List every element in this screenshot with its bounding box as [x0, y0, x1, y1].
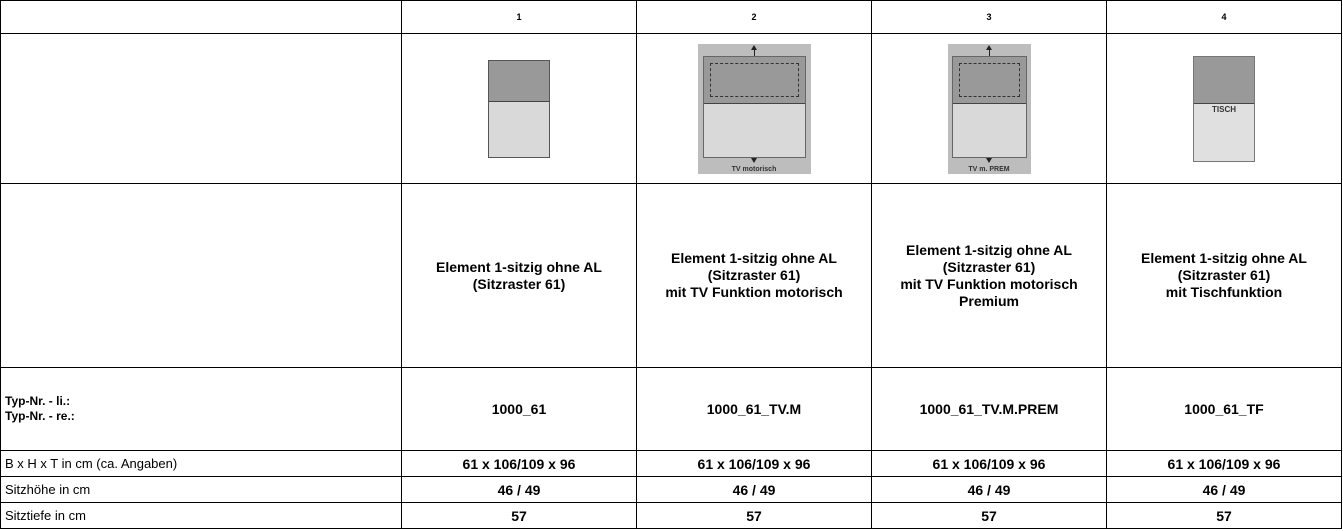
product-name-line: mit TV Funktion motorisch	[665, 284, 843, 300]
seat-height-value: 46 / 49	[636, 476, 872, 503]
type-number-left-label: Typ-Nr. - li.:	[5, 394, 71, 408]
product-name-line: (Sitzraster 61)	[942, 258, 1036, 275]
seat-height-row: Sitzhöhe in cm 46 / 49 46 / 49 46 / 49 4…	[0, 476, 1342, 503]
sofa-element-tv-motor-icon: TV motorisch	[697, 43, 811, 174]
name-label-empty-cell	[0, 183, 402, 368]
product-name-line: Element 1-sitzig ohne AL	[671, 250, 837, 266]
column-number: 4	[1106, 0, 1342, 34]
seat-height-value: 46 / 49	[1106, 476, 1342, 503]
product-name-line: Element 1-sitzig ohne AL	[906, 241, 1072, 258]
seat-depth-value: 57	[1106, 502, 1342, 529]
type-number-value: 1000_61_TF	[1106, 367, 1342, 451]
dimensions-value: 61 x 106/109 x 96	[636, 450, 872, 477]
column-number: 1	[401, 0, 637, 34]
product-name-line: (Sitzraster 61)	[707, 267, 801, 283]
type-number-right-label: Typ-Nr. - re.:	[5, 409, 75, 423]
type-number-label: Typ-Nr. - li.: Typ-Nr. - re.:	[0, 367, 402, 451]
type-number-value: 1000_61_TV.M.PREM	[871, 367, 1107, 451]
image-cell: TV motorisch	[636, 33, 872, 184]
seat-depth-label: Sitztiefe in cm	[0, 502, 402, 529]
dimensions-label: B x H x T in cm (ca. Angaben)	[0, 450, 402, 477]
product-name-line: Element 1-sitzig ohne AL	[436, 258, 602, 275]
product-name-cell: Element 1-sitzig ohne AL (Sitzraster 61)	[401, 183, 637, 368]
dimensions-value: 61 x 106/109 x 96	[871, 450, 1107, 477]
type-number-value: 1000_61	[401, 367, 637, 451]
image-cell: TV m. PREM	[871, 33, 1107, 184]
sofa-element-tv-premium-icon: TV m. PREM	[947, 43, 1031, 174]
product-name-cell: Element 1-sitzig ohne AL (Sitzraster 61)…	[636, 183, 872, 368]
image-cell: TISCH	[1106, 33, 1342, 184]
seat-depth-value: 57	[401, 502, 637, 529]
dimensions-value: 61 x 106/109 x 96	[401, 450, 637, 477]
image-label: TISCH	[1212, 104, 1236, 114]
seat-height-value: 46 / 49	[401, 476, 637, 503]
product-name-row: Element 1-sitzig ohne AL (Sitzraster 61)…	[0, 183, 1342, 368]
product-name-line: (Sitzraster 61)	[1177, 267, 1271, 283]
seat-depth-value: 57	[871, 502, 1107, 529]
sofa-element-table-icon: TISCH	[1193, 55, 1255, 162]
image-label: TV motorisch	[731, 165, 777, 173]
column-number-row: 1 2 3 4	[0, 0, 1342, 34]
product-name-line: Element 1-sitzig ohne AL	[1141, 250, 1307, 266]
image-label-empty-cell	[0, 33, 402, 184]
type-number-value: 1000_61_TV.M	[636, 367, 872, 451]
dimensions-value: 61 x 106/109 x 96	[1106, 450, 1342, 477]
product-name-line: mit TV Funktion motorisch	[900, 275, 1078, 292]
header-empty-cell	[0, 0, 402, 34]
seat-depth-row: Sitztiefe in cm 57 57 57 57	[0, 502, 1342, 529]
seat-height-label: Sitzhöhe in cm	[0, 476, 402, 503]
column-number: 2	[636, 0, 872, 34]
product-name-line: (Sitzraster 61)	[472, 275, 566, 292]
product-name-cell: Element 1-sitzig ohne AL (Sitzraster 61)…	[1106, 183, 1342, 368]
seat-height-value: 46 / 49	[871, 476, 1107, 503]
product-name-line: Premium	[959, 292, 1019, 309]
seat-depth-value: 57	[636, 502, 872, 529]
image-row: TV motorisch TV m. PREM TISCH	[0, 33, 1342, 184]
dimensions-row: B x H x T in cm (ca. Angaben) 61 x 106/1…	[0, 450, 1342, 477]
product-name-line: mit Tischfunktion	[1165, 284, 1283, 300]
column-number: 3	[871, 0, 1107, 34]
product-name-cell: Element 1-sitzig ohne AL (Sitzraster 61)…	[871, 183, 1107, 368]
sofa-element-plain-icon	[488, 59, 550, 158]
type-number-row: Typ-Nr. - li.: Typ-Nr. - re.: 1000_61 10…	[0, 367, 1342, 451]
image-cell	[401, 33, 637, 184]
image-label: TV m. PREM	[968, 165, 1010, 173]
